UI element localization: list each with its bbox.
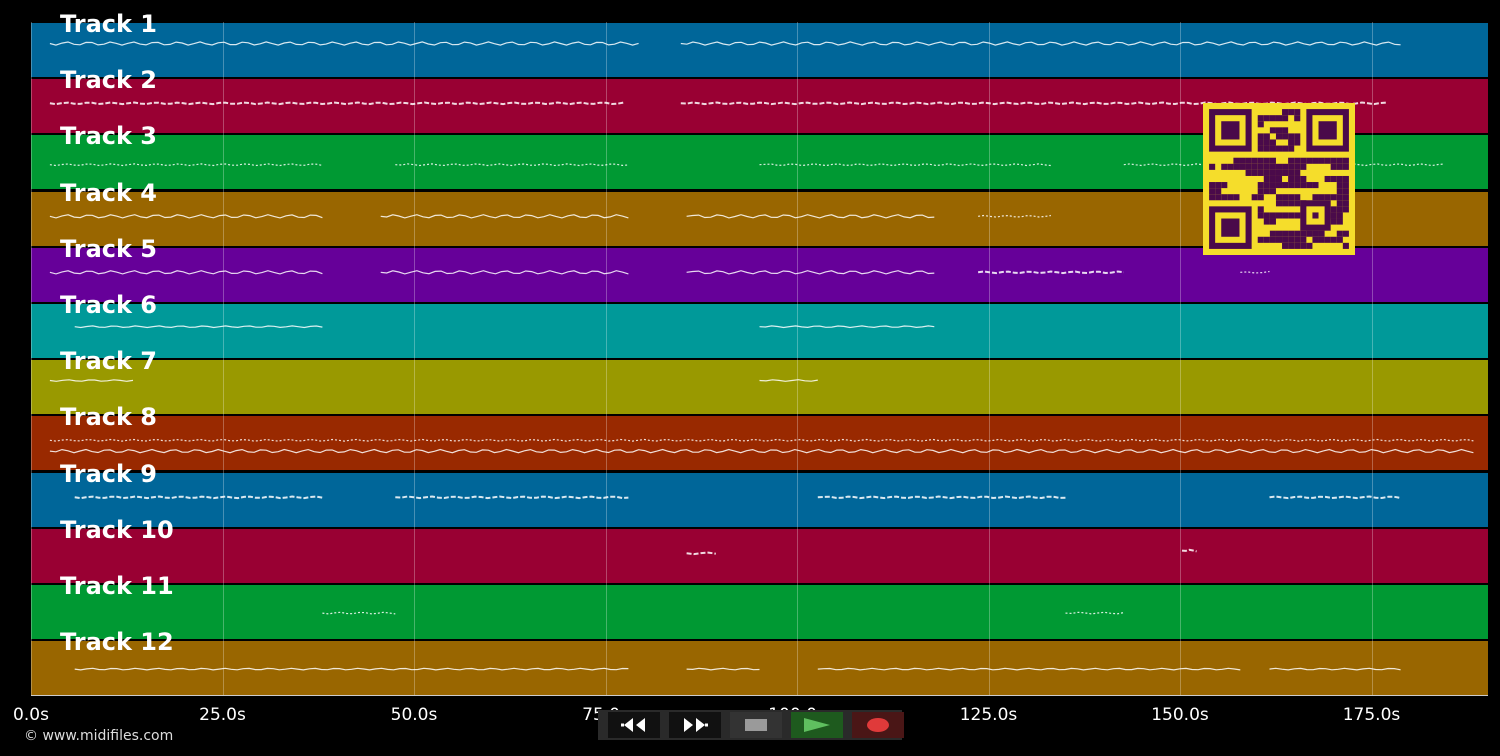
track-notes: [49, 439, 1474, 454]
credit-text: © www.midifiles.com: [24, 728, 174, 744]
play-icon: [804, 718, 830, 732]
track-label: Track 8: [60, 403, 158, 432]
fast-forward-icon: [684, 718, 708, 732]
note-run: [686, 269, 935, 275]
gridline: [988, 22, 990, 696]
track-7[interactable]: Track 7: [31, 347, 1488, 415]
note-run: [322, 611, 396, 615]
time-tick-label: 25.0s: [199, 705, 246, 725]
note-run: [1269, 495, 1401, 499]
track-notes: [74, 495, 1401, 499]
track-12[interactable]: Track 12: [31, 628, 1488, 696]
track-notes: [49, 379, 818, 383]
transport-controls: [598, 710, 904, 740]
note-run: [380, 269, 629, 275]
time-axis-line: [31, 695, 1488, 696]
gridline: [414, 22, 415, 696]
gridline: [1371, 22, 1373, 696]
note-run: [686, 213, 935, 219]
gridline: [1180, 22, 1181, 696]
track-label: Track 11: [60, 572, 174, 600]
record-button[interactable]: [852, 712, 904, 738]
stop-button[interactable]: [730, 712, 782, 738]
track-notes: [49, 101, 1387, 106]
track-label: Track 2: [60, 66, 158, 95]
gridline: [797, 22, 798, 696]
note-run: [49, 269, 323, 275]
note-run: [977, 270, 1124, 274]
track-label: Track 5: [60, 234, 158, 263]
time-tick-label: 125.0s: [959, 705, 1018, 725]
track-1[interactable]: Track 1: [31, 10, 1488, 77]
note-run: [978, 214, 1051, 218]
track-notes: [49, 41, 1401, 46]
note-run: [74, 325, 323, 329]
track-label: Track 7: [60, 347, 158, 376]
qr-code-icon: [1209, 109, 1349, 249]
note-run: [686, 667, 760, 671]
note-run: [395, 163, 629, 167]
note-run: [49, 439, 1474, 443]
note-run: [49, 213, 323, 219]
note-run: [74, 495, 323, 499]
track-label: Track 9: [60, 459, 158, 488]
track-label: Track 1: [60, 10, 158, 38]
track-notes: [686, 548, 1197, 555]
note-run: [686, 551, 716, 555]
time-tick-label: 0.0s: [13, 705, 49, 725]
track-notes: [49, 269, 1270, 275]
track-label: Track 6: [60, 291, 158, 319]
track-notes: [322, 611, 1124, 615]
track-label: Track 4: [60, 178, 158, 207]
note-run: [49, 449, 1474, 454]
note-run: [1240, 270, 1270, 274]
track-label: Track 10: [60, 515, 174, 544]
note-run: [49, 101, 625, 106]
rewind-icon: [621, 718, 645, 732]
note-run: [817, 667, 1241, 671]
gridline: [31, 22, 32, 696]
track-8[interactable]: Track 8: [31, 403, 1488, 471]
track-11[interactable]: Track 11: [31, 572, 1488, 639]
track-5[interactable]: Track 5: [31, 235, 1488, 302]
stop-icon: [745, 719, 767, 731]
note-run: [380, 213, 629, 219]
track-9[interactable]: Track 9: [31, 460, 1488, 527]
record-icon: [867, 718, 889, 732]
note-run: [49, 41, 639, 46]
note-run: [759, 379, 818, 383]
note-run: [759, 325, 935, 329]
track-label: Track 3: [60, 122, 158, 151]
time-tick-label: 175.0s: [1342, 705, 1401, 725]
time-tick-label: 50.0s: [390, 705, 438, 725]
note-run: [1269, 667, 1401, 671]
note-run: [74, 667, 629, 671]
qr-code-overlay: [1203, 103, 1355, 255]
note-run: [49, 163, 323, 167]
track-10[interactable]: Track 10: [31, 516, 1488, 583]
track-label: Track 12: [60, 628, 174, 657]
note-run: [817, 495, 1066, 499]
note-run: [49, 379, 134, 383]
play-button[interactable]: [791, 712, 843, 738]
note-run: [680, 41, 1401, 46]
time-tick-label: 150.0s: [1151, 705, 1209, 725]
gridline: [605, 22, 607, 696]
fast-forward-button[interactable]: [669, 712, 721, 738]
rewind-button[interactable]: [608, 712, 660, 738]
track-notes: [74, 667, 1401, 671]
gridline: [222, 22, 224, 696]
track-notes: [74, 325, 935, 329]
note-run: [1181, 548, 1197, 553]
note-run: [1065, 611, 1124, 615]
track-notes: [49, 213, 1051, 219]
track-6[interactable]: Track 6: [31, 291, 1488, 358]
note-run: [759, 163, 1051, 167]
note-run: [395, 495, 629, 499]
